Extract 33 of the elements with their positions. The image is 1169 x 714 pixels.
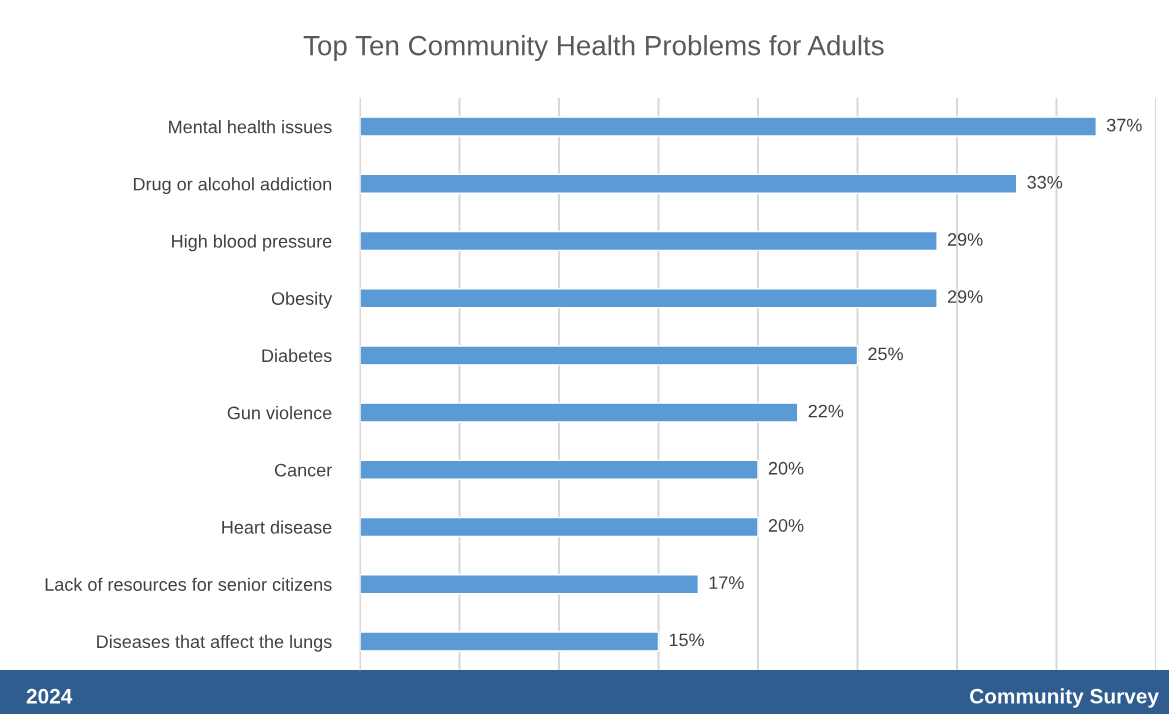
text: Community Survey — [970, 688, 1159, 708]
bar — [360, 345, 859, 366]
text: 2024 — [26, 688, 73, 704]
data-label: 33% — [1027, 175, 1063, 189]
y-tick-label: Diabetes — [262, 348, 332, 363]
y-tick-label: Mental health issues — [169, 120, 332, 134]
bar — [360, 402, 799, 423]
data-label: 25% — [868, 347, 903, 361]
y-tick-label: Drug or alcohol addiction — [133, 177, 332, 195]
y-tick-label: Diseases that affect the lungs — [97, 634, 332, 652]
y-tick-label: High blood pressure — [172, 234, 332, 252]
data-label: 29% — [947, 290, 983, 304]
bar — [360, 230, 938, 252]
y-tick-label: Heart disease — [222, 520, 332, 534]
bar — [360, 459, 759, 480]
data-label: 37% — [1106, 118, 1142, 132]
data-label: 17% — [709, 576, 744, 589]
bar — [360, 116, 1097, 137]
y-tick-label: Lack of resources for senior citizens — [45, 577, 332, 591]
y-tick-label: Cancer — [274, 463, 332, 477]
bar — [360, 574, 699, 595]
bar — [360, 288, 938, 309]
data-label: 29% — [947, 233, 983, 246]
bar — [360, 631, 660, 652]
bar — [360, 516, 759, 538]
y-tick-label: Gun violence — [227, 406, 332, 420]
y-tick-label: Obesity — [271, 291, 333, 309]
data-label: 15% — [669, 633, 704, 647]
data-label: 22% — [808, 404, 844, 418]
chart-title: Top Ten Community Health Problems for Adults — [303, 35, 884, 61]
bar — [360, 173, 1018, 194]
data-label: 20% — [768, 519, 804, 532]
data-label: 20% — [768, 461, 804, 475]
